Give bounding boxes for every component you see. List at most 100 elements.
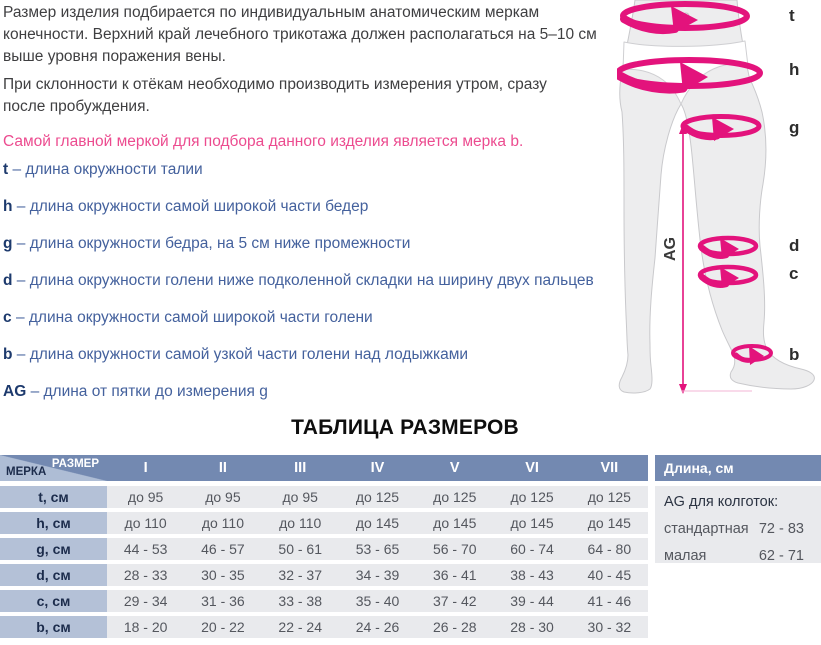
column-header-cell: IV [370,460,385,476]
diagram-label-c: c [789,264,798,283]
table-cell: до 125 [338,486,417,508]
column-header-cell: VII [600,460,619,476]
table-cell: 40 - 45 [570,564,648,586]
table-cell: до 110 [261,512,339,534]
length-panel-header: Длина, см [655,455,821,481]
corner-cell: РАЗМЕР МЕРКА [0,455,107,481]
table-cell: 30 - 35 [184,564,262,586]
diagram-label-g: g [789,118,799,137]
size-table-title: ТАБЛИЦА РАЗМЕРОВ [291,416,519,439]
length-panel: Длина, см AG для колготок: стандартная 7… [655,455,821,564]
row-label: g, см [0,538,107,560]
table-cell: до 145 [570,512,648,534]
measure-arrow-b [731,344,773,365]
table-cell: до 125 [493,486,571,508]
measure-arrow-h [615,57,763,94]
legs-silhouette [618,0,815,394]
diagram-label-h: h [789,60,799,79]
table-cell: 64 - 80 [570,538,648,560]
row-label: t, см [0,486,107,508]
length-row-label: стандартная [664,521,749,537]
table-cell: 50 - 61 [261,538,339,560]
legs-measurement-diagram: AG t h g d c b [615,0,821,415]
measurement-list-item: b – длина окружности самой узкой части г… [3,346,617,383]
table-row: c, см 29 - 34 31 - 36 33 - 38 35 - 40 37 - 4… [0,590,648,612]
table-cell: 39 - 44 [493,590,571,612]
measure-text: – длина окружности самой узкой части гол… [16,346,469,363]
table-cell: 46 - 57 [184,538,262,560]
table-cell: до 95 [184,486,262,508]
measure-text: – длина окружности талии [12,161,203,178]
measure-letter: AG [3,383,27,400]
size-table-body: t, см до 95 до 95 до 95 до 125 до 125 до 125 д… [0,486,648,638]
diagram-label-d: d [789,236,799,255]
table-cell: 28 - 33 [107,564,185,586]
table-cell: 24 - 26 [338,616,417,638]
table-cell: 28 - 30 [493,616,571,638]
length-panel-body: AG для колготок: стандартная 72 - 83 мал… [655,486,821,564]
measure-text: – длина окружности бедра, на 5 см ниже п… [16,235,411,252]
table-cell: 32 - 37 [261,564,339,586]
table-cell: до 125 [416,486,494,508]
measure-letter: g [3,235,13,252]
table-cell: 20 - 22 [184,616,262,638]
column-header-cell: VI [525,460,539,476]
table-cell: 37 - 42 [416,590,494,612]
measurement-list-item: c – длина окружности самой широкой части… [3,309,617,346]
row-label: c, см [0,590,107,612]
diagram-label-b: b [789,345,799,364]
measurement-list-item: t – длина окружности талии [3,161,617,198]
column-header-cell: III [294,460,307,476]
row-label: d, см [0,564,107,586]
measurement-list: t – длина окружности талии h – длина окру… [3,161,617,420]
ag-measure-line [679,124,752,394]
table-cell: 31 - 36 [184,590,262,612]
measure-letter: t [3,161,9,178]
table-cell: 53 - 65 [338,538,417,560]
table-cell: до 125 [570,486,648,508]
table-cell: до 110 [107,512,185,534]
length-row-label: малая [664,548,707,564]
table-cell: 29 - 34 [107,590,185,612]
measurement-list-item: d – длина окружности голени ниже подколе… [3,272,617,309]
length-panel-subtitle: AG для колготок: [664,494,779,510]
size-table-header: РАЗМЕР МЕРКА I II III IV V VI VII [0,455,648,481]
ag-label: AG [662,237,679,261]
measure-letter: b [3,346,13,363]
column-header-cell: I [143,460,148,476]
table-cell: до 110 [184,512,262,534]
intro-paragraph-1: Размер изделия подбирается по индивидуал… [3,4,597,65]
intro-paragraph-2: При склонности к отёкам необходимо произ… [3,76,547,115]
measure-arrow-t [620,1,750,35]
table-cell: 56 - 70 [416,538,494,560]
diagram-label-t: t [789,6,795,25]
table-cell: до 95 [261,486,339,508]
measure-arrow-d [697,235,759,259]
measure-letter: h [3,198,13,215]
column-header-cell: II [218,460,227,476]
legs-diagram-svg: AG t h g d c b [615,0,815,394]
length-row-value: 62 - 71 [758,548,804,564]
table-cell: до 145 [493,512,571,534]
table-cell: 36 - 41 [416,564,494,586]
measurement-list-item: g – длина окружности бедра, на 5 см ниже… [3,235,617,272]
table-cell: 30 - 32 [570,616,648,638]
column-header-cell: V [449,460,460,476]
table-area: РАЗМЕР МЕРКА I II III IV V VI VII t, см до 95 д… [0,455,821,645]
length-panel-rows: стандартная 72 - 83 малая 62 - 71 [664,521,804,564]
corner-label-measure: МЕРКА [6,466,47,478]
measure-text: – длина окружности голени ниже подколенн… [16,272,594,289]
table-row: b, см 18 - 20 20 - 22 22 - 24 24 - 26 26 - 2… [0,616,648,638]
table-cell: 26 - 28 [416,616,494,638]
table-cell: 41 - 46 [570,590,648,612]
size-table: РАЗМЕР МЕРКА I II III IV V VI VII t, см до 95 д… [0,455,648,638]
measure-arrow-c [697,264,759,288]
table-cell: 33 - 38 [261,590,339,612]
measure-letter: d [3,272,13,289]
measurement-list-item: h – длина окружности самой широкой части… [3,198,617,235]
measure-text: – длина от пятки до измерения g [30,383,268,400]
table-cell: 60 - 74 [493,538,571,560]
table-row: d, см 28 - 33 30 - 35 32 - 37 34 - 39 36 - 4… [0,564,648,586]
table-cell: 35 - 40 [338,590,417,612]
measurement-list-item: AG – длина от пятки до измерения g [3,383,617,420]
